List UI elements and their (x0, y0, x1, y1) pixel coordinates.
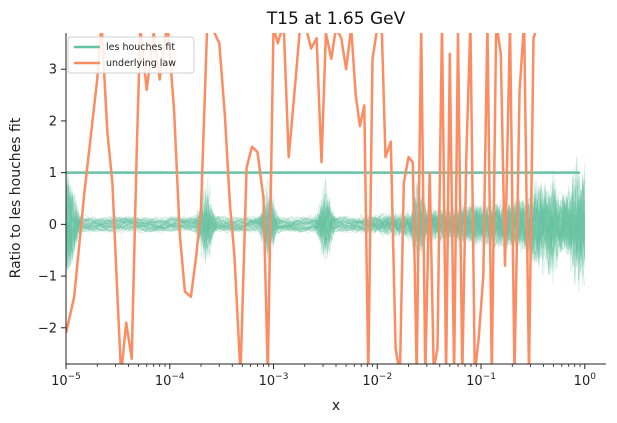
replica-curve (66, 189, 586, 268)
replica-curve (66, 162, 586, 253)
replica-curve (66, 171, 586, 260)
replica-curve (66, 182, 586, 263)
legend-label-les-houches-fit: les houches fit (106, 42, 175, 53)
series-layer (66, 33, 581, 364)
replica-curve (66, 166, 586, 293)
replica-curve (66, 173, 586, 267)
replica-curve (66, 169, 586, 271)
replica-curve (66, 174, 586, 268)
replica-curve (66, 179, 586, 263)
replica-curve (66, 184, 586, 278)
replica-curve (66, 181, 586, 259)
replica-curve (66, 175, 586, 260)
legend: les houches fit underlying law (67, 36, 195, 74)
x-axis-title: x (332, 398, 340, 414)
x-tick-label: 10−1 (466, 372, 496, 389)
replica-curve (66, 186, 586, 269)
replica-curve (66, 158, 586, 276)
y-axis-title: Ratio to les houches fit (8, 117, 24, 278)
x-ticks: 10−5 10−4 10−3 10−2 10−1 100 (51, 364, 596, 389)
plot-area (66, 33, 586, 364)
replica-curve (66, 184, 586, 252)
replica-curve (66, 176, 586, 269)
replica-curve (66, 173, 586, 268)
replica-curve (66, 178, 586, 287)
replica-curve (66, 170, 586, 276)
replica-curve (66, 176, 586, 261)
x-tick-label: 10−4 (155, 372, 185, 389)
replica-curve (66, 191, 586, 283)
replica-band (66, 155, 586, 293)
replica-curve (66, 194, 586, 259)
replica-curve (66, 176, 586, 275)
replica-curve (66, 155, 586, 264)
replica-curve (66, 190, 586, 284)
x-tick-label: 10−5 (51, 372, 81, 389)
replica-curve (66, 195, 586, 276)
replica-curve (66, 170, 586, 268)
replica-curve (66, 189, 586, 271)
replica-curve (66, 185, 586, 255)
replica-curve (66, 186, 586, 284)
replica-curve (66, 179, 586, 268)
replica-curve (66, 165, 586, 266)
y-tick-label: 2 (49, 114, 57, 129)
replica-curve (66, 197, 586, 287)
x-tick-label: 10−2 (362, 372, 392, 389)
replica-curve (66, 183, 586, 270)
replica-curve (66, 186, 585, 274)
y-ticks: −2 −1 0 1 2 3 (38, 63, 66, 336)
x-tick-label: 10−3 (259, 372, 289, 389)
replica-curve (66, 181, 586, 258)
replica-curve (66, 178, 586, 269)
replica-curve (66, 178, 586, 276)
y-tick-label: −2 (38, 321, 57, 336)
replica-curve (66, 182, 586, 280)
series-line-1 (66, 33, 537, 364)
replica-curve (66, 195, 586, 280)
replica-curve (66, 182, 586, 267)
replica-curve (66, 191, 586, 272)
replica-curve (66, 179, 586, 267)
replica-curve (66, 191, 586, 262)
replica-curve (66, 168, 586, 265)
replica-curve (66, 192, 586, 263)
x-tick-label: 100 (574, 372, 597, 389)
replica-curve (66, 182, 586, 271)
legend-label-underlying-law: underlying law (106, 58, 176, 69)
y-tick-label: −1 (38, 270, 57, 285)
replica-curve (66, 192, 586, 262)
y-tick-label: 0 (49, 218, 57, 233)
y-tick-label: 1 (49, 166, 57, 181)
replica-curve (66, 165, 586, 273)
replica-curve (66, 185, 586, 261)
replica-curve (66, 178, 586, 263)
replica-curve (66, 171, 586, 266)
replica-curve (66, 188, 586, 264)
chart-title: T15 at 1.65 GeV (266, 9, 406, 29)
replica-curve (66, 174, 586, 261)
replica-curve (66, 180, 586, 265)
y-tick-label: 3 (49, 63, 57, 78)
replica-curve (66, 185, 586, 287)
replica-curve (66, 181, 586, 280)
replica-curve (66, 183, 586, 268)
replica-curve (66, 195, 586, 263)
replica-curve (66, 174, 586, 262)
